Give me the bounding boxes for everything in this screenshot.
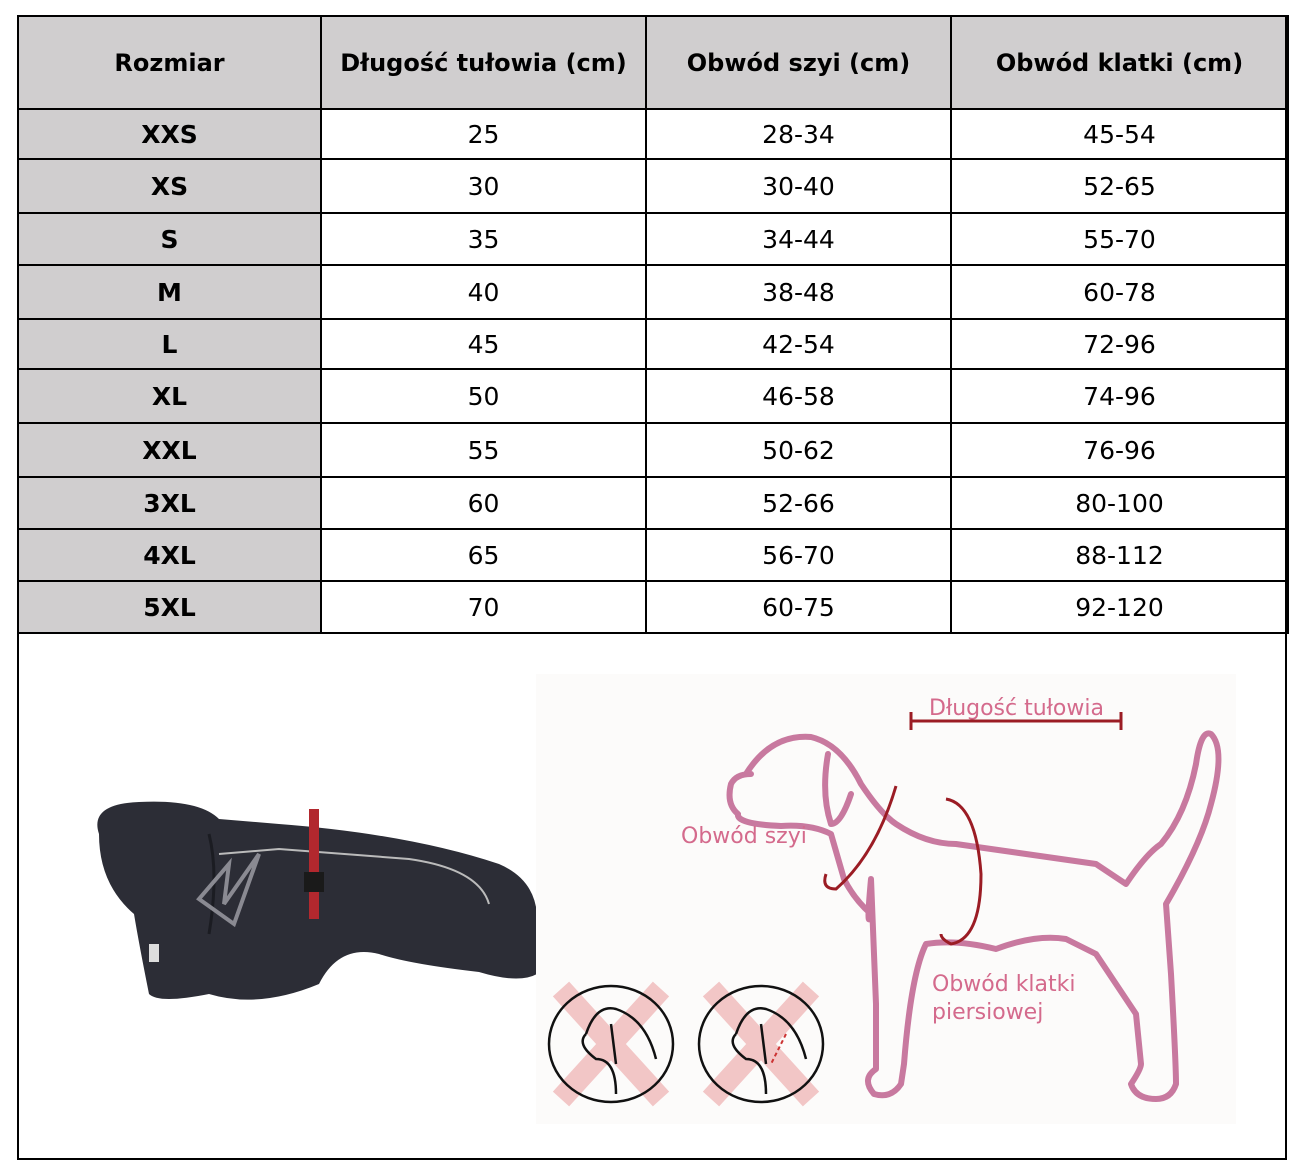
table-row: S 35 34-44 55-70 <box>17 212 1289 266</box>
size-cell: XXL <box>17 422 322 478</box>
body-length-cell: 50 <box>320 368 647 424</box>
table-row: M 40 38-48 60-78 <box>17 264 1289 320</box>
table-row: XS 30 30-40 52-65 <box>17 158 1289 214</box>
wrong-measure-icon <box>547 981 825 1107</box>
size-cell: 4XL <box>17 528 322 582</box>
size-cell: S <box>17 212 322 266</box>
size-cell: 3XL <box>17 476 322 530</box>
size-cell: 5XL <box>17 580 322 634</box>
size-cell: L <box>17 318 322 370</box>
neck-cell: 56-70 <box>645 528 952 582</box>
body-length-cell: 30 <box>320 158 647 214</box>
body-length-cell: 60 <box>320 476 647 530</box>
neck-cell: 42-54 <box>645 318 952 370</box>
body-length-cell: 25 <box>320 108 647 160</box>
chest-cell: 55-70 <box>950 212 1289 266</box>
neck-cell: 50-62 <box>645 422 952 478</box>
page-border <box>17 15 1287 1160</box>
neck-cell: 34-44 <box>645 212 952 266</box>
neck-cell: 52-66 <box>645 476 952 530</box>
chest-cell: 72-96 <box>950 318 1289 370</box>
chest-cell: 76-96 <box>950 422 1289 478</box>
size-chart-table: Rozmiar Długość tułowia (cm) Obwód szyi … <box>17 15 1289 634</box>
neck-label: Obwód szyi <box>681 824 807 849</box>
size-cell: M <box>17 264 322 320</box>
table-row: 5XL 70 60-75 92-120 <box>17 580 1289 634</box>
chest-cell: 52-65 <box>950 158 1289 214</box>
body-length-cell: 35 <box>320 212 647 266</box>
table-row: XXL 55 50-62 76-96 <box>17 422 1289 478</box>
table-row: XXS 25 28-34 45-54 <box>17 108 1289 160</box>
chest-cell: 45-54 <box>950 108 1289 160</box>
header-neck: Obwód szyi (cm) <box>645 15 952 110</box>
chest-cell: 60-78 <box>950 264 1289 320</box>
chest-label-line2: piersiowej <box>932 1000 1044 1025</box>
neck-cell: 38-48 <box>645 264 952 320</box>
size-cell: XL <box>17 368 322 424</box>
body-length-cell: 70 <box>320 580 647 634</box>
table-row: XL 50 46-58 74-96 <box>17 368 1289 424</box>
size-cell: XS <box>17 158 322 214</box>
dog-measurement-diagram <box>536 674 1236 1124</box>
chest-cell: 74-96 <box>950 368 1289 424</box>
header-body-length: Długość tułowia (cm) <box>320 15 647 110</box>
body-length-cell: 45 <box>320 318 647 370</box>
chest-cell: 88-112 <box>950 528 1289 582</box>
header-size: Rozmiar <box>17 15 322 110</box>
body-length-cell: 55 <box>320 422 647 478</box>
table-row: L 45 42-54 72-96 <box>17 318 1289 370</box>
body-length-label: Długość tułowia <box>929 696 1104 721</box>
illustration-area: Długość tułowia Obwód szyi Obwód klatki … <box>19 634 1287 1158</box>
dog-coat-image <box>97 801 537 1000</box>
body-length-cell: 40 <box>320 264 647 320</box>
neck-cell: 30-40 <box>645 158 952 214</box>
neck-cell: 46-58 <box>645 368 952 424</box>
chest-label-line1: Obwód klatki <box>932 972 1076 997</box>
body-length-cell: 65 <box>320 528 647 582</box>
chest-cell: 80-100 <box>950 476 1289 530</box>
neck-cell: 28-34 <box>645 108 952 160</box>
header-chest: Obwód klatki (cm) <box>950 15 1289 110</box>
size-cell: XXS <box>17 108 322 160</box>
neck-cell: 60-75 <box>645 580 952 634</box>
table-row: 3XL 60 52-66 80-100 <box>17 476 1289 530</box>
chest-cell: 92-120 <box>950 580 1289 634</box>
table-row: 4XL 65 56-70 88-112 <box>17 528 1289 582</box>
table-header-row: Rozmiar Długość tułowia (cm) Obwód szyi … <box>17 15 1289 110</box>
